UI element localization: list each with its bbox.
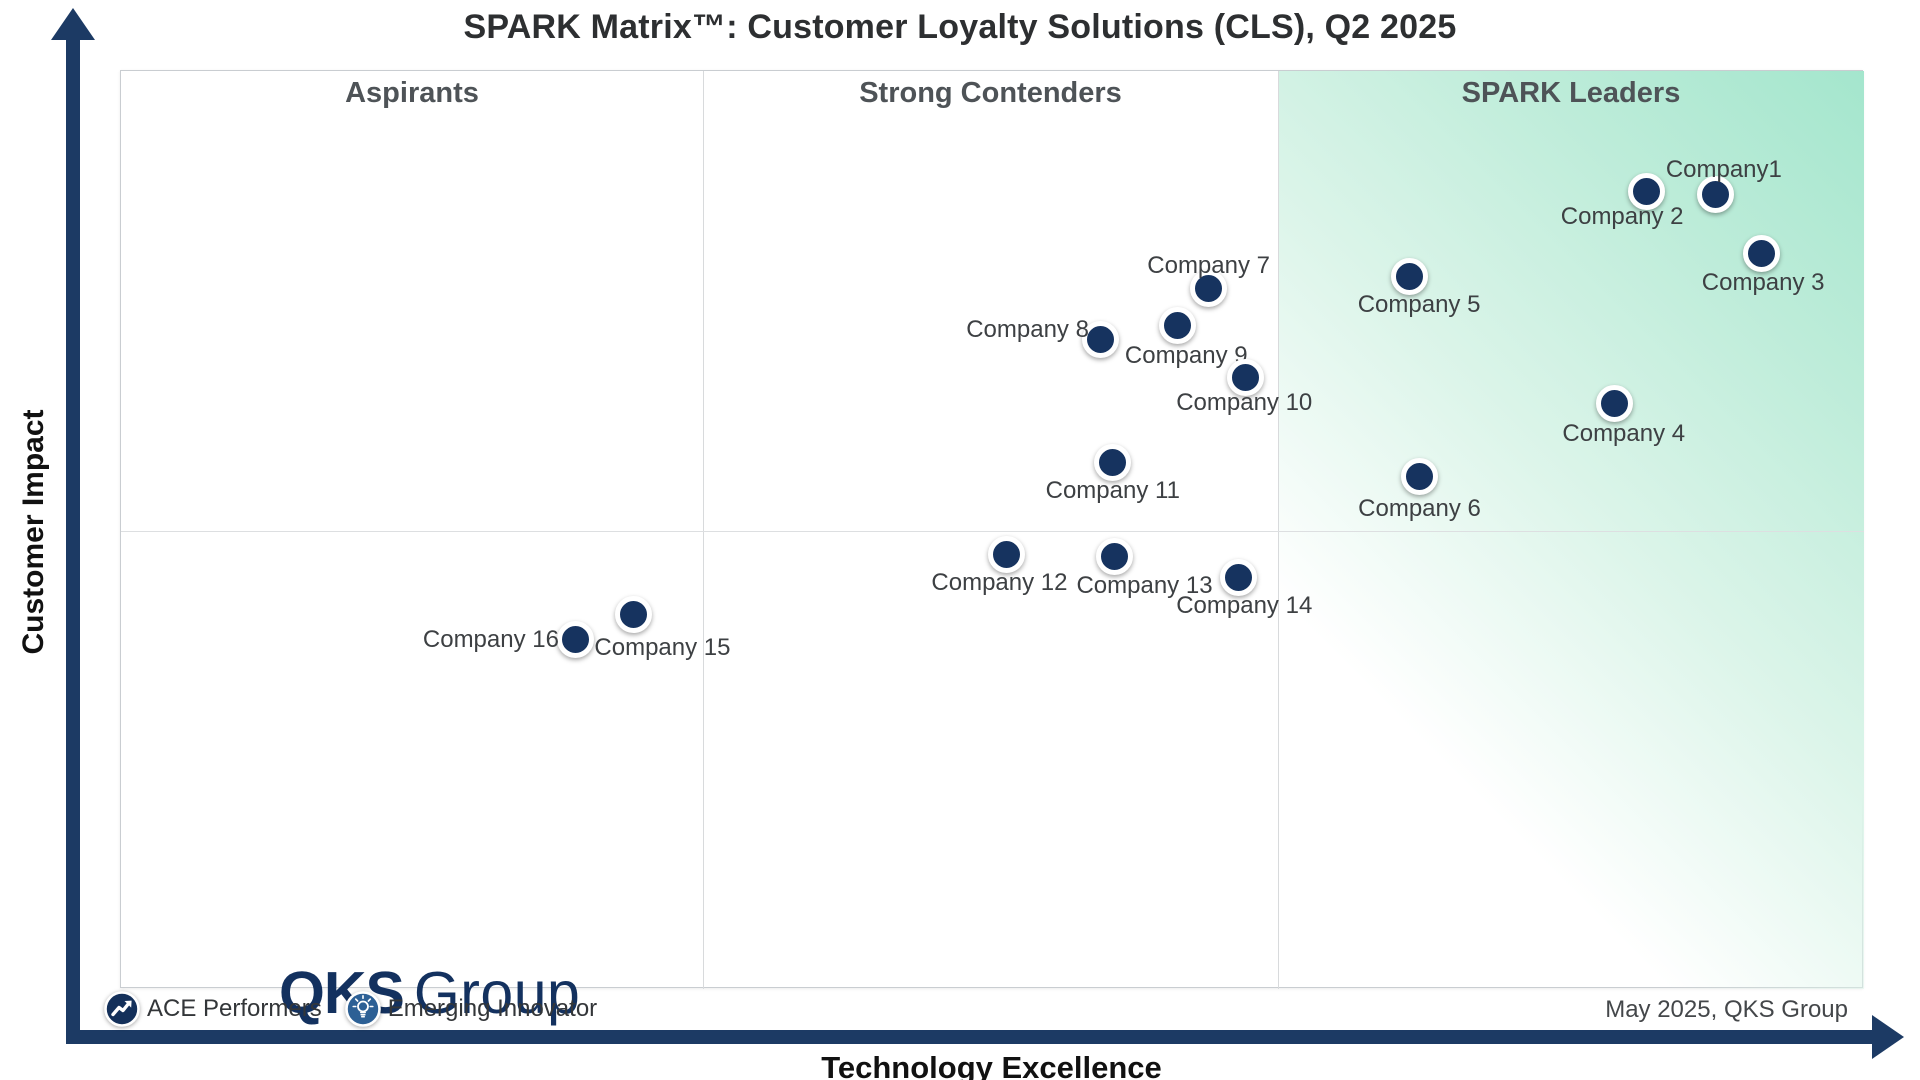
quadrant-divider-right xyxy=(1278,71,1279,989)
company-label-company-13: Company 13 xyxy=(1076,571,1213,599)
company-label-company-5: Company 5 xyxy=(1357,290,1481,318)
company-label-company-3: Company 3 xyxy=(1701,268,1825,296)
company-label-company-2: Company 2 xyxy=(1560,203,1684,231)
footer-note: May 2025, QKS Group xyxy=(1605,996,1848,1023)
lightbulb-icon xyxy=(344,991,381,1027)
company-label-company-15: Company 15 xyxy=(594,634,731,662)
quadrant-label-aspirants: Aspirants xyxy=(345,77,479,109)
chart-title: SPARK Matrix™: Customer Loyalty Solution… xyxy=(463,8,1457,46)
company-dot-company-14[interactable] xyxy=(1219,559,1257,597)
company-dot-company-6[interactable] xyxy=(1401,458,1439,496)
qks-group-logo: QKS Group xyxy=(279,959,580,1027)
company-label-company-9: Company 9 xyxy=(1124,342,1248,370)
company-dot-company-8[interactable] xyxy=(1082,321,1120,359)
y-axis-arrowhead-icon xyxy=(51,8,95,40)
plot-area: Aspirants Strong Contenders SPARK Leader… xyxy=(120,70,1864,1026)
company-label-company-14: Company 14 xyxy=(1176,591,1313,619)
company-dot-company-3[interactable] xyxy=(1742,235,1780,273)
company-dot-company-5[interactable] xyxy=(1390,258,1428,296)
x-axis-label: Technology Excellence xyxy=(821,1050,1162,1080)
scatter-points-layer: Company1 Company 2 Company 3 Company 4 Compa… xyxy=(121,71,1864,989)
company-dot-company-11[interactable] xyxy=(1094,444,1132,482)
company-label-company-10: Company 10 xyxy=(1176,388,1313,416)
company-label-company-7: Company 7 xyxy=(1147,251,1270,279)
legend-label-emerging-innovator: Emerging Innovator xyxy=(387,995,598,1022)
quadrant-divider-left xyxy=(703,71,704,989)
company-dot-company-4[interactable] xyxy=(1596,384,1634,422)
leaders-quadrant-gradient xyxy=(1278,71,1864,989)
x-axis-line xyxy=(66,1030,1878,1044)
company-label-company-4: Company 4 xyxy=(1562,420,1686,448)
company-dot-company-12[interactable] xyxy=(987,536,1025,574)
legend: ACE Performers Emerging Innovator xyxy=(103,990,597,1028)
logo-text-light: Group xyxy=(413,960,581,1026)
quadrant-midline xyxy=(121,531,1864,532)
x-axis-arrowhead-icon xyxy=(1872,1015,1904,1059)
company-dot-company-16[interactable] xyxy=(557,620,595,658)
company-label-company-16: Company 16 xyxy=(422,626,559,654)
company-dot-company-10[interactable] xyxy=(1226,359,1264,397)
legend-item-ace-performers: ACE Performers xyxy=(103,990,322,1028)
company-dot-company-2[interactable] xyxy=(1627,172,1665,210)
company-label-company1: Company1 xyxy=(1665,156,1782,183)
logo-text-bold: QKS xyxy=(279,960,405,1026)
legend-label-ace-performers: ACE Performers xyxy=(147,995,322,1022)
company-label-company-11: Company 11 xyxy=(1045,476,1180,504)
company-dot-company-7[interactable] xyxy=(1190,270,1228,308)
company-label-company-6: Company 6 xyxy=(1358,494,1481,522)
y-axis-label: Customer Impact xyxy=(17,409,50,655)
company-label-company-12: Company 12 xyxy=(931,568,1068,596)
company-dot-company-9[interactable] xyxy=(1158,306,1196,344)
company-dot-company1[interactable] xyxy=(1697,175,1735,213)
trending-up-icon xyxy=(104,991,140,1027)
quadrant-label-strong-contenders: Strong Contenders xyxy=(859,77,1122,109)
legend-item-emerging-innovator: Emerging Innovator xyxy=(344,990,597,1028)
quadrant-label-spark-leaders: SPARK Leaders xyxy=(1461,77,1681,109)
company-label-company-8: Company 8 xyxy=(966,315,1089,343)
company-dot-company-15[interactable] xyxy=(614,595,652,633)
company-dot-company-13[interactable] xyxy=(1096,538,1133,576)
y-axis-line xyxy=(66,36,80,1043)
